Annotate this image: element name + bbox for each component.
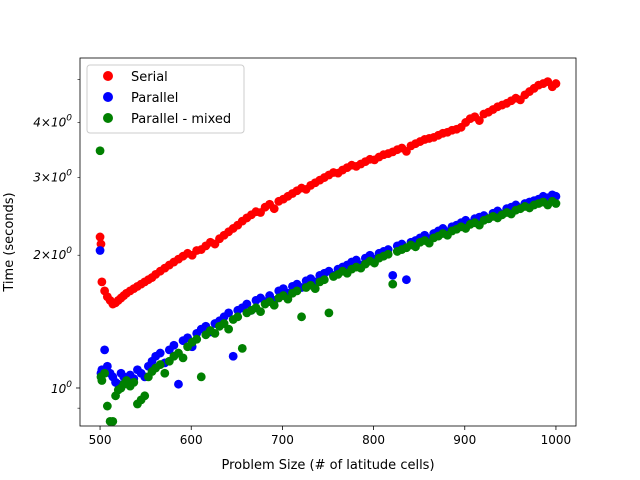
legend: Serial Parallel Parallel - mixed	[86, 64, 245, 134]
legend-box	[86, 64, 245, 134]
data-point	[310, 284, 320, 294]
x-tick-label: 700	[271, 433, 294, 447]
legend-marker-parallel	[103, 92, 113, 102]
y-tick-label: 2×100	[33, 246, 72, 262]
y-tick-label: 4×100	[33, 113, 72, 129]
data-point	[269, 300, 279, 310]
y-tick-label: 100	[51, 380, 72, 396]
data-point	[178, 353, 188, 363]
data-point	[192, 334, 202, 344]
y-axis: 100 2×100 3×100 4×100	[33, 79, 80, 409]
data-point	[233, 312, 243, 322]
data-point	[100, 368, 110, 378]
data-point	[474, 116, 484, 125]
legend-label-parallel-mixed: Parallel - mixed	[131, 112, 231, 127]
plot-area	[79, 57, 577, 427]
data-point	[155, 360, 165, 369]
data-point	[228, 351, 238, 361]
data-point	[97, 277, 107, 287]
data-point	[297, 312, 306, 322]
data-point	[388, 271, 398, 280]
data-point	[224, 308, 234, 318]
data-point	[319, 275, 329, 285]
data-point	[237, 343, 247, 353]
data-point	[210, 328, 220, 338]
x-axis-label: Problem Size (# of latitude cells)	[221, 458, 434, 473]
points-layer	[95, 77, 561, 426]
data-point	[155, 348, 165, 358]
data-point	[196, 372, 206, 382]
legend-label-parallel: Parallel	[131, 91, 178, 106]
data-point	[256, 307, 265, 316]
data-point	[95, 246, 105, 255]
data-point	[129, 377, 139, 387]
data-point	[551, 79, 561, 88]
data-point	[551, 199, 561, 208]
data-point	[324, 308, 334, 318]
data-point	[160, 368, 170, 378]
x-tick-label: 800	[362, 433, 385, 447]
data-point	[102, 361, 112, 371]
legend-marker-serial	[103, 71, 113, 81]
x-tick-label: 500	[89, 433, 112, 447]
data-point	[108, 416, 118, 426]
data-point	[269, 204, 279, 214]
data-point	[97, 376, 107, 385]
legend-label-serial: Serial	[131, 70, 168, 85]
data-point	[283, 294, 293, 304]
data-point	[140, 391, 150, 401]
data-point	[292, 286, 302, 296]
x-tick-label: 900	[453, 433, 476, 447]
data-point	[100, 345, 110, 355]
x-tick-label: 600	[180, 433, 203, 447]
data-point	[169, 340, 179, 350]
axes-frame	[79, 57, 577, 427]
series-parallel-mixed	[95, 146, 561, 426]
series-serial	[95, 77, 561, 309]
data-point	[174, 379, 183, 389]
data-point	[95, 232, 105, 242]
data-point	[224, 324, 234, 334]
y-axis-label: Time (seconds)	[2, 192, 17, 292]
data-point	[242, 299, 252, 309]
data-point	[102, 401, 112, 411]
legend-marker-parallel-mixed	[103, 113, 113, 123]
data-point	[95, 146, 105, 156]
y-tick-label: 3×100	[33, 169, 72, 185]
data-point	[383, 249, 393, 259]
x-tick-label: 1000	[541, 433, 572, 447]
data-point	[96, 239, 106, 249]
data-point	[402, 275, 411, 285]
data-point	[388, 279, 398, 289]
x-axis: 500 600 700 800 900 1000	[89, 426, 572, 447]
